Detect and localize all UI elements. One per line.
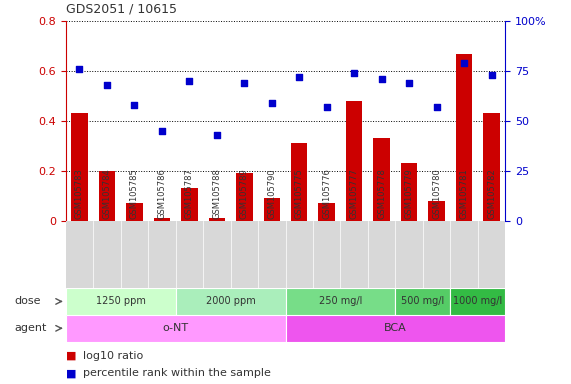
Bar — [154, 218, 170, 221]
Text: 2000 ppm: 2000 ppm — [206, 296, 255, 306]
Text: dose: dose — [14, 296, 41, 306]
Point — [185, 78, 194, 84]
Bar — [373, 139, 390, 221]
Point — [487, 72, 496, 78]
Bar — [66, 315, 286, 342]
Point — [130, 102, 139, 108]
Text: BCA: BCA — [384, 323, 407, 333]
Text: 500 mg/l: 500 mg/l — [401, 296, 444, 306]
Bar — [395, 288, 451, 315]
Text: agent: agent — [14, 323, 47, 333]
Text: o-NT: o-NT — [163, 323, 188, 333]
Point — [460, 60, 469, 66]
Point — [240, 80, 249, 86]
Text: ■: ■ — [66, 368, 76, 378]
Bar — [126, 204, 143, 221]
Bar — [263, 199, 280, 221]
Bar — [66, 288, 176, 315]
Point — [322, 104, 331, 110]
Point — [405, 80, 414, 86]
Bar — [346, 101, 363, 221]
Point — [432, 104, 441, 110]
Point — [157, 128, 166, 134]
Bar — [286, 288, 395, 315]
Bar — [181, 189, 198, 221]
Bar — [71, 114, 88, 221]
Text: 1250 ppm: 1250 ppm — [96, 296, 146, 306]
Bar — [319, 204, 335, 221]
Text: log10 ratio: log10 ratio — [83, 351, 143, 361]
Point — [349, 70, 359, 76]
Bar — [456, 53, 472, 221]
Bar — [236, 174, 252, 221]
Bar — [208, 218, 225, 221]
Text: 250 mg/l: 250 mg/l — [319, 296, 362, 306]
Point — [295, 74, 304, 80]
Point — [102, 82, 111, 88]
Text: ■: ■ — [66, 351, 76, 361]
Bar — [286, 315, 505, 342]
Point — [75, 66, 84, 72]
Bar — [291, 144, 307, 221]
Bar — [428, 201, 445, 221]
Bar — [401, 164, 417, 221]
Text: GDS2051 / 10615: GDS2051 / 10615 — [66, 3, 176, 16]
Text: 1000 mg/l: 1000 mg/l — [453, 296, 502, 306]
Point — [267, 100, 276, 106]
Bar — [176, 288, 286, 315]
Point — [377, 76, 386, 82]
Bar — [99, 171, 115, 221]
Bar — [483, 114, 500, 221]
Text: percentile rank within the sample: percentile rank within the sample — [83, 368, 271, 378]
Point — [212, 132, 222, 138]
Bar — [451, 288, 505, 315]
